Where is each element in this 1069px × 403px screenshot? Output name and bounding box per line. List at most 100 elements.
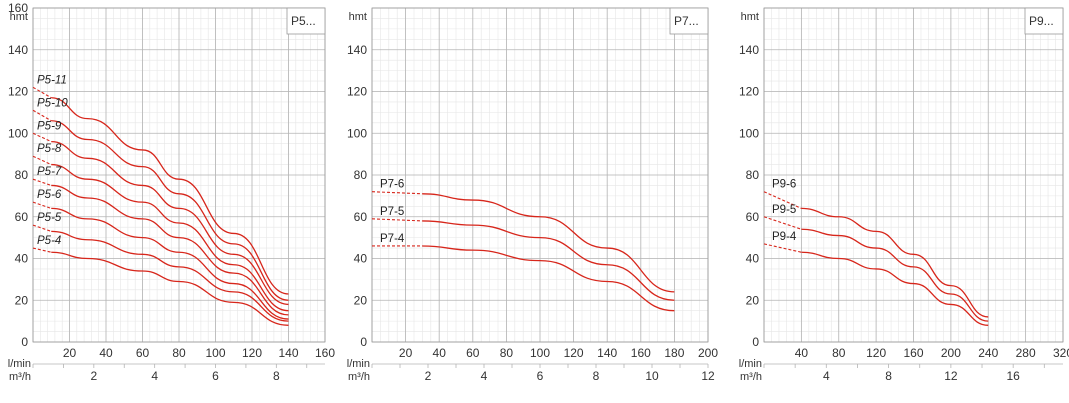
x-tick-label: 60 bbox=[466, 346, 480, 360]
series-curve bbox=[51, 184, 289, 316]
secondary-tick-label: 6 bbox=[537, 369, 544, 383]
secondary-tick-label: 8 bbox=[273, 369, 280, 383]
y-tick-label: 40 bbox=[15, 252, 29, 266]
y-axis-label: hmt bbox=[349, 11, 367, 23]
x-axis-label: l/min bbox=[739, 358, 762, 370]
plot-frame bbox=[32, 7, 326, 343]
series-label: P7-6 bbox=[380, 179, 404, 191]
x-tick-label: 120 bbox=[866, 346, 886, 360]
series-label: P7-5 bbox=[380, 206, 404, 218]
y-tick-label: 60 bbox=[15, 210, 29, 224]
secondary-tick-label: 8 bbox=[885, 369, 892, 383]
series-curve bbox=[801, 251, 989, 326]
title-box bbox=[1024, 7, 1064, 35]
secondary-tick-label: 2 bbox=[90, 369, 97, 383]
x-tick-label: 40 bbox=[99, 346, 113, 360]
secondary-tick-label: 12 bbox=[944, 369, 958, 383]
secondary-tick-label: 8 bbox=[593, 369, 600, 383]
x-tick-label: 40 bbox=[433, 346, 447, 360]
secondary-axis-label: m³/h bbox=[740, 371, 762, 383]
series-curve-start bbox=[763, 243, 802, 253]
grid bbox=[32, 7, 326, 343]
series-curve-start bbox=[32, 247, 52, 253]
series-curve-start bbox=[32, 224, 52, 232]
x-tick-label: 100 bbox=[530, 346, 550, 360]
series-curve bbox=[422, 245, 675, 312]
y-tick-label: 140 bbox=[8, 43, 28, 57]
series-label: P5-10 bbox=[37, 97, 68, 109]
series-curve bbox=[51, 97, 289, 295]
series-curve-start bbox=[32, 132, 52, 143]
x-tick-label: 140 bbox=[597, 346, 617, 360]
y-tick-label: 20 bbox=[15, 293, 29, 307]
chart-title: P7... bbox=[674, 14, 699, 28]
x-tick-label: 120 bbox=[564, 346, 584, 360]
series-curve bbox=[51, 207, 289, 320]
series-curve-start bbox=[32, 178, 52, 186]
x-tick-label: 60 bbox=[136, 346, 150, 360]
x-axis-label: l/min bbox=[347, 358, 370, 370]
secondary-tick-label: 4 bbox=[151, 369, 158, 383]
y-tick-label: 20 bbox=[354, 293, 368, 307]
series-curve bbox=[51, 163, 289, 312]
x-tick-label: 180 bbox=[664, 346, 684, 360]
grid bbox=[763, 7, 1064, 343]
secondary-tick-label: 6 bbox=[212, 369, 219, 383]
y-tick-label: 100 bbox=[739, 126, 759, 140]
secondary-tick-label: 10 bbox=[645, 369, 659, 383]
y-tick-label: 140 bbox=[739, 43, 759, 57]
series-curve-start bbox=[763, 191, 802, 209]
series-label: P5-4 bbox=[37, 235, 61, 247]
y-tick-label: 60 bbox=[354, 210, 368, 224]
secondary-axis-label: m³/h bbox=[348, 371, 370, 383]
series-label: P7-4 bbox=[380, 233, 405, 245]
y-tick-label: 0 bbox=[360, 335, 367, 349]
y-tick-label: 0 bbox=[752, 335, 759, 349]
series-curve-start bbox=[32, 109, 52, 122]
secondary-tick-label: 12 bbox=[701, 369, 715, 383]
x-tick-label: 140 bbox=[278, 346, 298, 360]
y-tick-label: 120 bbox=[347, 85, 367, 99]
x-tick-label: 160 bbox=[903, 346, 923, 360]
x-tick-label: 80 bbox=[500, 346, 514, 360]
series-curve bbox=[51, 230, 289, 322]
y-tick-label: 120 bbox=[739, 85, 759, 99]
x-tick-label: 40 bbox=[795, 346, 809, 360]
series-label: P5-7 bbox=[37, 166, 62, 178]
x-tick-label: 200 bbox=[941, 346, 961, 360]
y-tick-label: 100 bbox=[347, 126, 367, 140]
y-tick-label: 160 bbox=[8, 1, 28, 15]
series-label: P5-5 bbox=[37, 212, 62, 224]
x-tick-label: 160 bbox=[631, 346, 651, 360]
y-tick-label: 80 bbox=[746, 168, 760, 182]
series-curve-start bbox=[763, 216, 802, 230]
series-label: P5-11 bbox=[37, 74, 67, 86]
x-tick-label: 280 bbox=[1016, 346, 1036, 360]
series-label: P5-9 bbox=[37, 120, 62, 132]
y-tick-label: 40 bbox=[354, 252, 368, 266]
y-tick-label: 20 bbox=[746, 293, 760, 307]
title-box bbox=[286, 7, 326, 35]
series-label: P9-6 bbox=[772, 179, 796, 191]
x-tick-label: 100 bbox=[205, 346, 225, 360]
x-tick-label: 160 bbox=[315, 346, 335, 360]
series-curve bbox=[422, 220, 675, 301]
series-curve bbox=[801, 207, 989, 318]
plot-frame bbox=[371, 7, 709, 343]
series-curve bbox=[51, 140, 289, 306]
series-curve-start bbox=[32, 155, 52, 166]
secondary-tick-label: 4 bbox=[823, 369, 830, 383]
series-curve bbox=[51, 251, 289, 326]
series-curve bbox=[422, 193, 675, 293]
series-label: P5-6 bbox=[37, 189, 62, 201]
x-tick-label: 120 bbox=[242, 346, 262, 360]
y-tick-label: 80 bbox=[15, 168, 29, 182]
series-curve bbox=[801, 228, 989, 322]
x-tick-label: 200 bbox=[698, 346, 718, 360]
x-tick-label: 80 bbox=[832, 346, 846, 360]
plot-frame bbox=[763, 7, 1064, 343]
y-tick-label: 0 bbox=[21, 335, 28, 349]
